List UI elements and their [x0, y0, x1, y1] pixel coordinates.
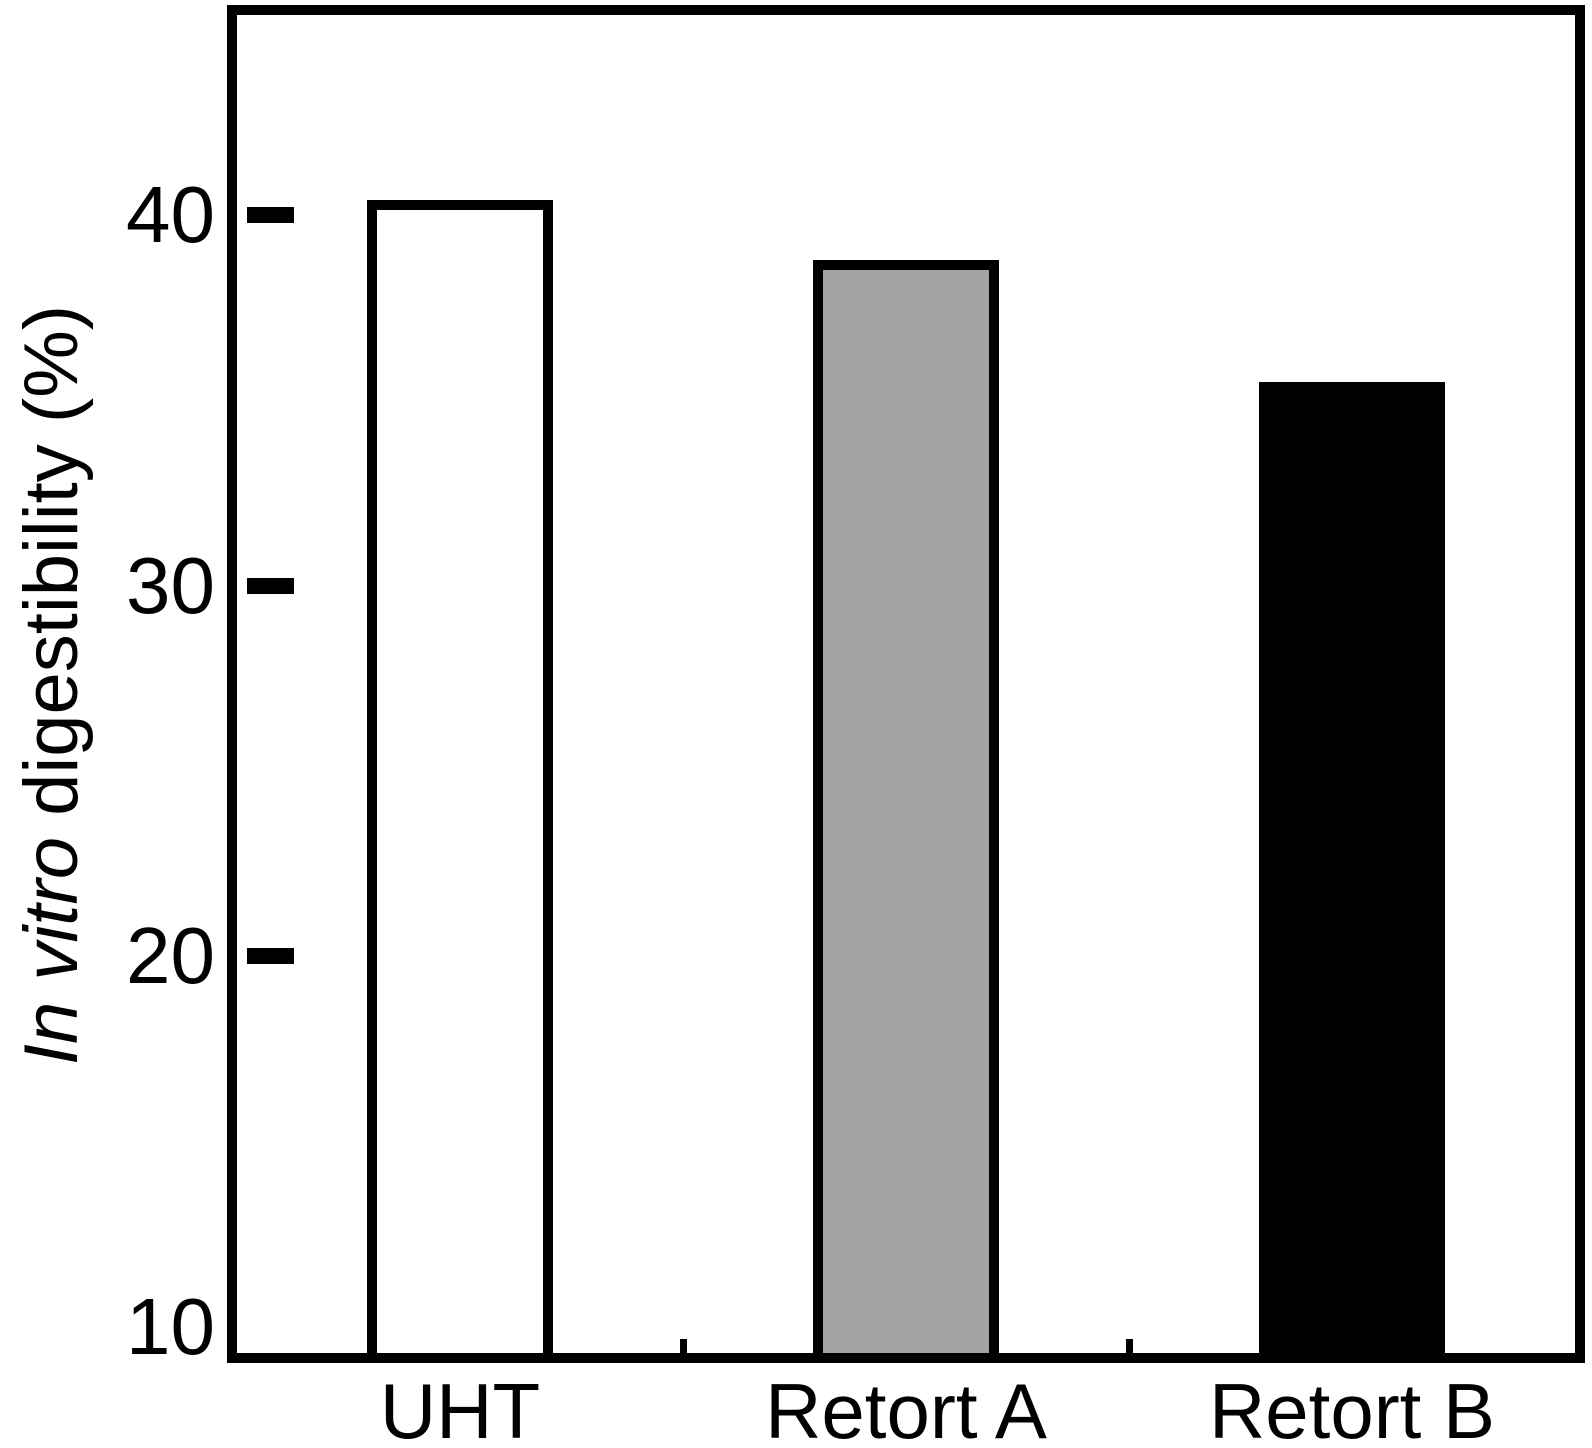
plot-area — [227, 5, 1585, 1363]
bar-retort-a — [813, 259, 999, 1353]
x-tick-label-retort-a: Retort A — [765, 1367, 1047, 1448]
x-axis-separator-tick — [679, 1339, 687, 1353]
y-tick-label-20: 20 — [126, 911, 215, 1001]
y-tick-mark-40 — [247, 207, 294, 224]
y-tick-label-30: 30 — [126, 540, 215, 630]
y-tick-label-10: 10 — [126, 1282, 215, 1372]
x-tick-label-uht: UHT — [379, 1367, 541, 1448]
y-tick-label-40: 40 — [126, 170, 215, 260]
y-axis-tick-labels: 40 30 20 10 — [0, 0, 215, 1448]
plot-inner-area — [237, 15, 1575, 1353]
x-tick-label-retort-b: Retort B — [1208, 1367, 1496, 1448]
y-tick-mark-20 — [247, 948, 294, 965]
x-axis-separator-tick — [1125, 1339, 1133, 1353]
bar-uht — [367, 200, 553, 1353]
bar-retort-b — [1259, 381, 1445, 1353]
y-tick-mark-30 — [247, 577, 294, 594]
x-axis-tick-labels: UHT Retort A Retort B — [237, 1372, 1575, 1448]
